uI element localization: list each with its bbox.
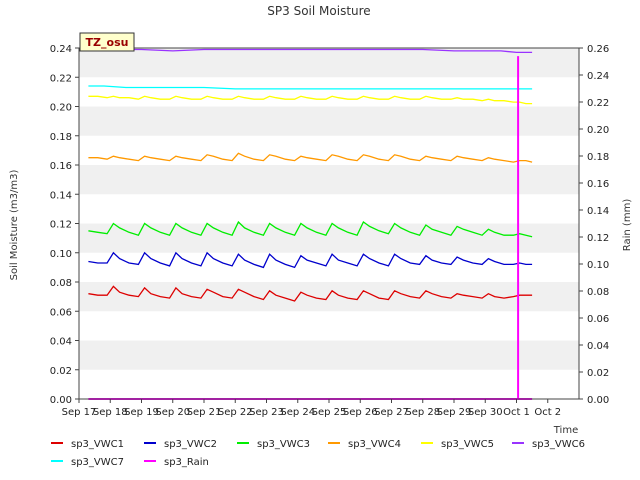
y2-tick-label: 0.26: [587, 44, 609, 55]
y2-tick-label: 0.08: [587, 287, 609, 298]
y-tick-label: 0.16: [50, 161, 72, 172]
series-line-sp3-vwc1: [88, 285, 533, 302]
x-tick-label: Sep 17: [62, 407, 97, 418]
x-tick-label: Sep 22: [218, 407, 253, 418]
x-tick-label: Sep 20: [155, 407, 190, 418]
y-tick-label: 0.08: [50, 278, 72, 289]
y-tick-label: 0.06: [50, 307, 72, 318]
grid-band: [79, 223, 579, 253]
x-tick-label: Sep 19: [124, 407, 159, 418]
x-tick-label: Sep 18: [93, 407, 128, 418]
x-tick-label: Sep 24: [280, 407, 315, 418]
grid-band: [79, 282, 579, 312]
y2-tick-label: 0.16: [587, 179, 609, 190]
x-tick-label: Sep 27: [374, 407, 409, 418]
legend: sp3_VWC1 sp3_VWC2 sp3_VWC3 sp3_VWC4 sp3_VWC5…: [51, 439, 585, 468]
legend-label: sp3_VWC7: [71, 457, 124, 468]
x-tick-label: Sep 29: [437, 407, 472, 418]
grid-band: [79, 106, 579, 136]
y-tick-label: 0.00: [50, 395, 72, 406]
y2-axis-label: Rain (mm): [622, 199, 633, 252]
grid-bands: [79, 48, 579, 370]
y-tick-label: 0.24: [50, 44, 72, 55]
y2-tick-label: 0.00: [587, 395, 609, 406]
x-tick-label: Sep 26: [343, 407, 378, 418]
y-tick-label: 0.04: [50, 337, 72, 348]
legend-label: sp3_VWC1: [71, 439, 124, 450]
x-tick-label: Sep 30: [468, 407, 503, 418]
legend-label: sp3_VWC5: [441, 439, 494, 450]
y-tick-label: 0.14: [50, 190, 72, 201]
y2-tick-label: 0.18: [587, 152, 609, 163]
y2-tick-label: 0.20: [587, 125, 609, 136]
y2-tick-label: 0.10: [587, 260, 609, 271]
y2-tick-label: 0.04: [587, 341, 609, 352]
y-tick-label: 0.10: [50, 249, 72, 260]
grid-band: [79, 48, 579, 78]
y-axis-label: Soil Moisture (m3/m3): [9, 170, 20, 281]
legend-label: sp3_VWC3: [257, 439, 310, 450]
series-line-sp3-vwc2: [88, 251, 533, 269]
y-axis-left: 0.00 0.02 0.04 0.06 0.08 0.10 0.12 0.14 0.16 0.18…: [50, 44, 79, 406]
y2-tick-label: 0.12: [587, 233, 609, 244]
x-tick-label: Sep 25: [312, 407, 347, 418]
legend-label: sp3_VWC2: [164, 439, 217, 450]
y-axis-right: 0.00 0.02 0.04 0.06 0.08 0.10 0.12 0.14 0.16 0.18…: [579, 44, 609, 406]
y2-tick-label: 0.02: [587, 368, 609, 379]
x-tick-label: Oct 1: [503, 407, 530, 418]
y-tick-label: 0.02: [50, 366, 72, 377]
chart-title: SP3 Soil Moisture: [267, 4, 370, 18]
series-line-sp3-vwc3: [88, 220, 533, 238]
tz-badge: TZ_osu: [79, 32, 135, 52]
y-tick-label: 0.12: [50, 220, 72, 231]
y-tick-label: 0.18: [50, 132, 72, 143]
y2-tick-label: 0.22: [587, 98, 609, 109]
y2-tick-label: 0.06: [587, 314, 609, 325]
legend-label: sp3_Rain: [164, 457, 209, 468]
x-axis-label: Time: [553, 425, 578, 436]
grid-band: [79, 165, 579, 195]
x-tick-label: Sep 21: [187, 407, 222, 418]
legend-label: sp3_VWC6: [532, 439, 585, 450]
series-line-sp3-vwc6: [104, 48, 533, 54]
legend-label: sp3_VWC4: [348, 439, 401, 450]
tz-badge-text: TZ_osu: [86, 36, 129, 49]
series-line-sp3-vwc5: [88, 95, 533, 105]
grid-band: [79, 340, 579, 370]
y-tick-label: 0.22: [50, 73, 72, 84]
x-tick-label: Sep 28: [405, 407, 440, 418]
series-line-sp3-vwc4: [88, 152, 533, 163]
y2-tick-label: 0.24: [587, 71, 609, 82]
x-tick-label: Sep 23: [249, 407, 284, 418]
x-tick-label: Oct 2: [534, 407, 561, 418]
y2-tick-label: 0.14: [587, 206, 609, 217]
series-line-sp3-vwc7: [88, 85, 533, 90]
y-tick-label: 0.20: [50, 103, 72, 114]
